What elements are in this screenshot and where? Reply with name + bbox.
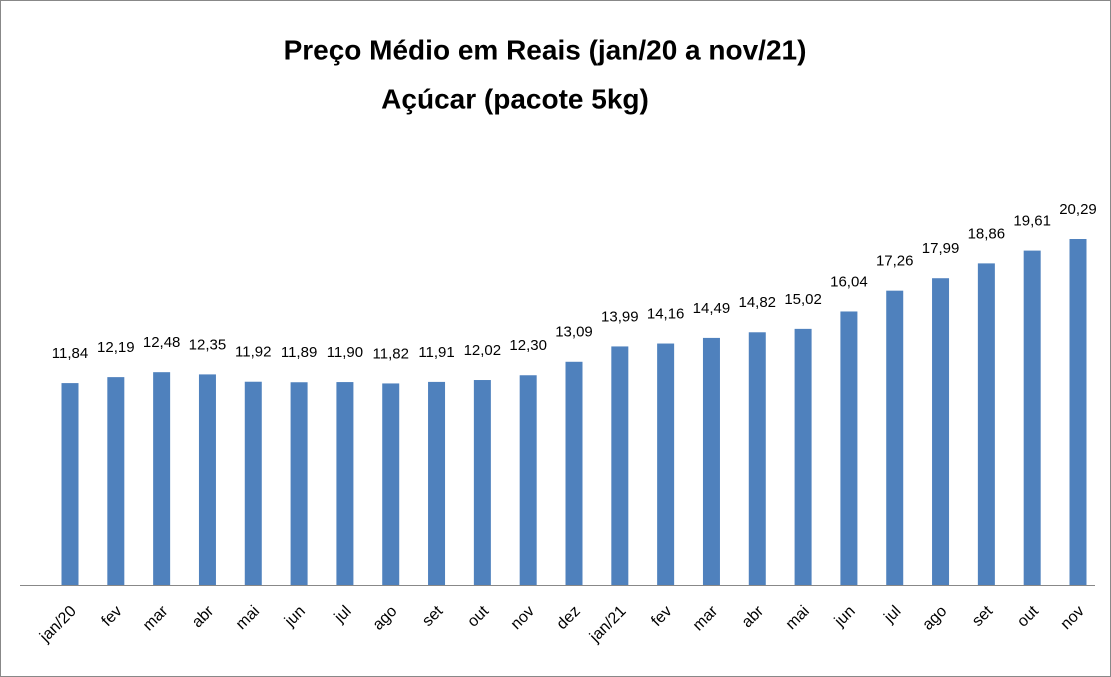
data-label: 11,82 — [373, 345, 409, 362]
x-tick-label: ago — [919, 603, 950, 634]
x-tick-label: mai — [233, 603, 263, 633]
data-label: 11,84 — [52, 345, 88, 362]
bar — [1023, 250, 1041, 585]
x-tick-label: jun — [281, 603, 309, 631]
bar — [886, 290, 904, 585]
bar — [61, 383, 79, 585]
bar — [977, 263, 995, 585]
data-label: 11,92 — [235, 344, 271, 361]
x-tick-label: out — [1014, 602, 1042, 630]
data-label: 15,02 — [784, 291, 822, 308]
bar — [748, 332, 766, 585]
x-tick-label: jun — [831, 603, 859, 631]
data-label: 12,48 — [143, 334, 181, 351]
bar — [153, 372, 171, 585]
data-label: 18,86 — [968, 225, 1006, 242]
data-label: 14,82 — [738, 294, 776, 311]
data-label: 14,49 — [693, 300, 731, 317]
bar — [794, 328, 812, 585]
chart-subtitle: Açúcar (pacote 5kg) — [381, 83, 649, 114]
bar — [657, 343, 675, 585]
bar — [565, 361, 583, 585]
data-label: 12,30 — [509, 337, 547, 354]
x-tick-label: abr — [739, 602, 768, 631]
data-label: 17,99 — [922, 240, 960, 257]
bar — [382, 383, 400, 585]
x-tick-label: out — [464, 602, 492, 630]
x-tick-label: fev — [99, 603, 126, 630]
x-tick-label: mar — [690, 602, 722, 634]
bar — [611, 346, 629, 585]
bar — [702, 337, 720, 585]
bar — [290, 382, 308, 585]
data-label: 20,29 — [1059, 201, 1097, 218]
bar — [107, 377, 125, 585]
data-label: 16,04 — [830, 273, 868, 290]
x-tick-label: ago — [370, 603, 401, 634]
data-label: 14,16 — [647, 306, 685, 323]
x-tick-label: jan/21 — [586, 603, 630, 647]
bar — [198, 374, 216, 585]
bar — [336, 382, 354, 585]
x-tick-label: nov — [1058, 603, 1088, 633]
x-tick-label: mai — [783, 603, 813, 633]
bar — [428, 381, 446, 585]
bar — [244, 381, 262, 585]
data-label: 13,99 — [601, 308, 639, 325]
bar — [519, 375, 537, 585]
x-tick-label: jan/20 — [36, 603, 80, 647]
bar — [1069, 239, 1087, 585]
data-label: 19,61 — [1013, 213, 1051, 230]
data-label: 11,90 — [327, 344, 363, 361]
x-tick-label: nov — [508, 603, 538, 633]
bar — [932, 278, 950, 585]
x-tick-label: jul — [880, 603, 904, 627]
x-tick-label: set — [419, 602, 447, 630]
x-tick-label: jul — [331, 603, 355, 627]
x-tick-label: dez — [554, 603, 584, 633]
x-tick-label: abr — [189, 602, 218, 631]
bar — [840, 311, 858, 585]
chart-title: Preço Médio em Reais (jan/20 a nov/21) — [284, 34, 807, 65]
data-label: 13,09 — [555, 324, 593, 341]
x-tick-label: mar — [140, 602, 172, 634]
data-label: 11,89 — [281, 344, 317, 361]
data-label: 12,19 — [97, 339, 135, 356]
bar — [473, 380, 491, 585]
x-tick-label: fev — [648, 603, 675, 630]
data-label: 12,35 — [189, 336, 227, 353]
data-label: 17,26 — [876, 253, 914, 270]
x-tick-label: set — [969, 602, 997, 630]
data-label: 11,91 — [418, 344, 454, 361]
data-label: 12,02 — [464, 342, 502, 359]
